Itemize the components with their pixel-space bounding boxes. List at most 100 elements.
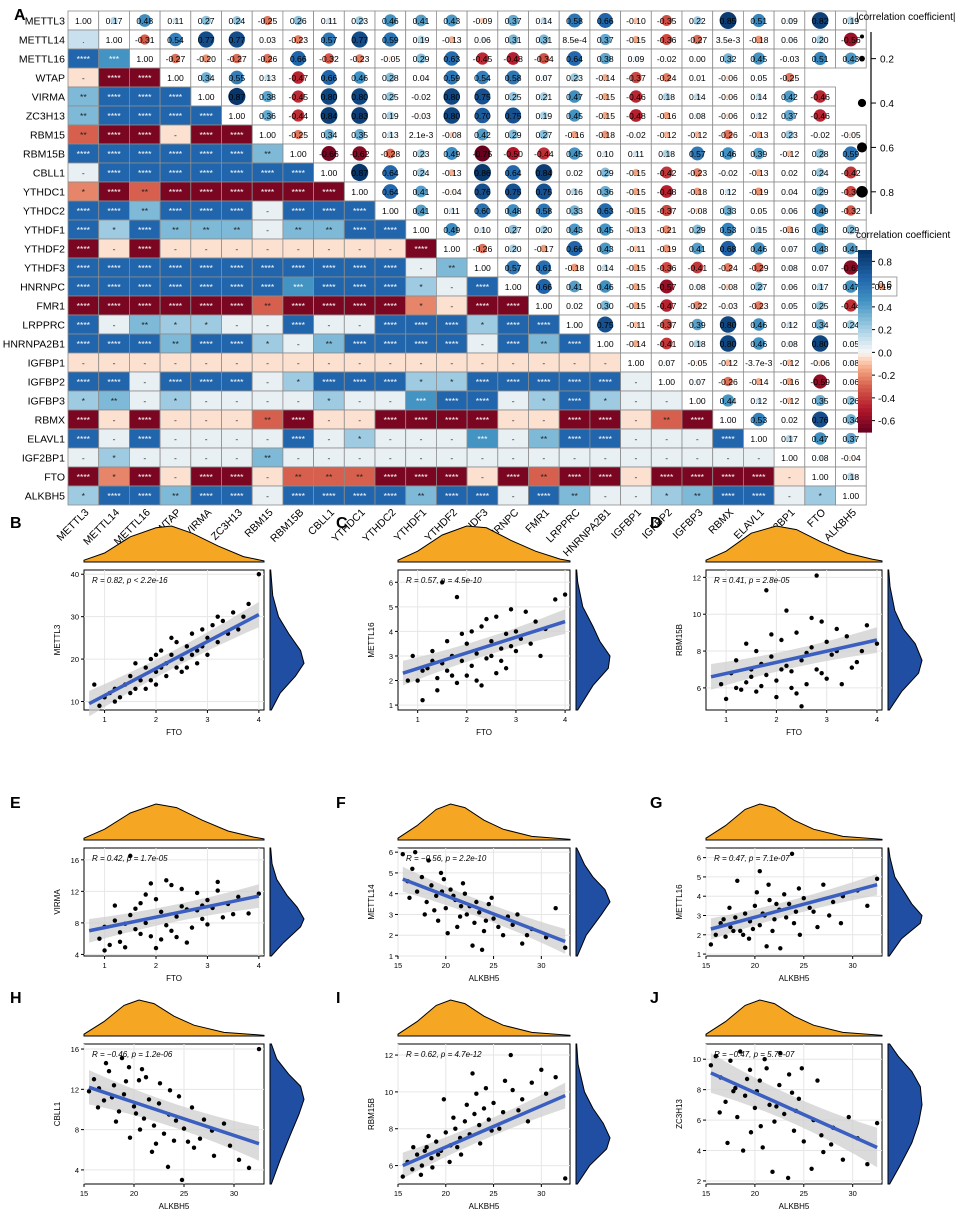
x-tick-label: 3 (205, 961, 209, 970)
correlation-circle (755, 93, 763, 100)
significance-stars: - (358, 320, 361, 330)
significance-stars: **** (77, 282, 91, 292)
significance-stars: **** (230, 282, 244, 292)
scatter-point (189, 925, 195, 930)
correlation-circle (725, 94, 731, 99)
correlation-value: 0.07 (781, 244, 798, 254)
scatter-point (420, 697, 425, 703)
scatter-point (189, 631, 195, 636)
significance-stars: - (328, 434, 331, 444)
correlation-circle (539, 225, 548, 234)
color-legend-step (858, 341, 872, 346)
scatter-point (200, 916, 205, 922)
correlation-circle (448, 169, 456, 176)
scatter-point (809, 615, 814, 621)
y-tick-label: 8 (75, 1126, 79, 1135)
correlation-circle (443, 88, 460, 105)
scatter-point (772, 917, 777, 922)
significance-stars: - (82, 73, 85, 83)
correlation-value: -0.02 (657, 54, 677, 64)
correlation-circle (416, 149, 426, 158)
correlation-circle (601, 130, 610, 139)
correlation-circle (691, 261, 704, 274)
correlation-value: 1.00 (750, 434, 767, 444)
correlation-value: 3.5e-3 (716, 35, 741, 45)
correlation-circle (844, 166, 857, 179)
scatter-point (563, 945, 568, 950)
color-legend-step (858, 372, 872, 378)
significance-stars: **** (169, 377, 183, 387)
correlation-value: -0.42 (657, 168, 677, 178)
significance-stars: **** (353, 301, 367, 311)
correlation-value: -0.22 (688, 301, 708, 311)
significance-stars: - (389, 434, 392, 444)
scatter-point (169, 928, 174, 933)
scatter-point (424, 899, 429, 905)
column-label: IGFBP1 (609, 507, 644, 542)
correlation-circle (385, 91, 395, 102)
significance-stars: **** (138, 149, 152, 159)
correlation-annotation: R = 0.47, p = 7.1e-07 (714, 854, 790, 863)
correlation-value: 0.29 (842, 225, 859, 235)
correlation-circle (506, 70, 521, 85)
correlation-value: 1.00 (106, 35, 123, 45)
significance-stars: **** (752, 472, 766, 482)
correlation-value: 0.36 (259, 111, 276, 121)
scatter-point (529, 1080, 534, 1085)
correlation-circle (787, 208, 792, 213)
correlation-value: -0.45 (288, 92, 308, 102)
y-tick-label: 10 (385, 1088, 393, 1097)
correlation-value: -0.08 (442, 130, 462, 140)
scatter-point (174, 914, 179, 919)
row-label: LRPPRC (22, 320, 65, 332)
correlation-value: 0.07 (689, 377, 706, 387)
significance-stars: - (174, 434, 177, 444)
significance-stars: **** (138, 339, 152, 349)
correlation-value: -0.18 (565, 263, 585, 273)
significance-stars: **** (322, 301, 336, 311)
correlation-value: 0.06 (781, 206, 798, 216)
scatter-point (256, 572, 262, 577)
correlation-circle (419, 95, 423, 98)
scatter-point (411, 1144, 416, 1150)
correlation-value: 0.12 (720, 187, 737, 197)
correlation-circle (632, 168, 640, 177)
significance-stars: - (450, 453, 453, 463)
y-tick-label: 12 (71, 887, 79, 896)
scatter-point (539, 1067, 544, 1072)
correlation-circle (662, 111, 671, 120)
scatter-point (227, 1143, 233, 1148)
y-tick-label: 16 (71, 856, 79, 865)
correlation-circle (507, 14, 519, 27)
significance-stars: - (113, 434, 116, 444)
y-tick-label: 10 (693, 1055, 701, 1064)
significance-stars: ** (264, 453, 271, 463)
correlation-value: 0.04 (413, 73, 430, 83)
significance-stars: - (604, 453, 607, 463)
correlation-circle (693, 187, 702, 196)
correlation-circle (599, 33, 611, 46)
significance-stars: - (696, 434, 699, 444)
correlation-value: 0.03 (259, 35, 276, 45)
significance-stars: - (328, 244, 331, 254)
correlation-annotation: R = −0.47, p = 5.7e-07 (714, 1050, 795, 1059)
significance-stars: - (665, 453, 668, 463)
significance-stars: **** (476, 282, 490, 292)
correlation-circle (535, 164, 553, 181)
correlation-value: 0.20 (535, 225, 552, 235)
correlation-value: 0.66 (597, 16, 614, 26)
color-legend-step (858, 348, 872, 354)
significance-stars: **** (384, 472, 398, 482)
correlation-value: 0.46 (382, 16, 399, 26)
correlation-circle (384, 14, 397, 27)
correlation-circle (601, 264, 609, 271)
correlation-circle (599, 185, 611, 198)
scatter-point (472, 1111, 477, 1117)
correlation-circle (508, 34, 519, 45)
correlation-value: 0.18 (842, 472, 859, 482)
correlation-circle (569, 205, 580, 216)
column-label: RBM15B (268, 507, 306, 545)
correlation-circle (228, 31, 245, 48)
correlation-value: 0.87 (351, 168, 368, 178)
